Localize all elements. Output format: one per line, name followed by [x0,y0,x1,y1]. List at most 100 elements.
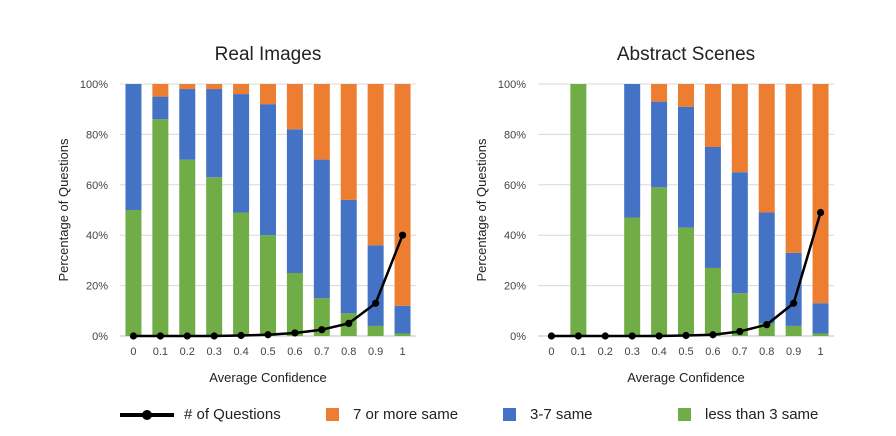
line-point [210,332,218,340]
line-point [183,332,191,340]
y-tick-label: 0% [510,331,526,343]
bar-3-7-same [206,89,223,178]
line-point [345,319,353,327]
bar-3-7-same [651,101,668,188]
bar-7-or-more-same [731,84,748,173]
legend-line-marker [120,409,174,420]
x-axis-title: Average Confidence [627,370,745,385]
bar-3-7-same [179,89,196,160]
y-tick-label: 80% [504,129,526,141]
x-tick-label: 0.9 [368,346,383,358]
x-tick-label: 0.7 [314,346,329,358]
bar-3-7-same [125,84,142,210]
line-point [264,331,272,339]
bar-less-than-3-same [233,212,250,336]
bar-3-7-same [812,303,829,334]
bar-3-7-same [367,245,384,326]
bar-7-or-more-same [260,84,276,105]
bar-3-7-same [785,252,802,326]
line-point [601,332,609,340]
y-tick-label: 20% [86,281,108,293]
y-axis-title: Percentage of Questions [474,138,489,282]
x-tick-label: 0.5 [260,346,275,358]
line-point [682,331,690,340]
x-tick-label: 0.2 [180,346,195,358]
bar-7-or-more-same [367,84,384,246]
x-tick-label: 1 [399,346,405,358]
line-point [763,321,771,329]
bar-less-than-3-same [260,235,276,336]
x-tick-label: 0.6 [287,346,302,358]
bar-7-or-more-same [206,84,223,90]
bar-less-than-3-same [704,267,721,336]
line-point [655,332,663,340]
bar-7-or-more-same [233,84,250,95]
bar-less-than-3-same [394,333,411,336]
y-tick-label: 80% [86,129,108,141]
x-tick-label: 0.1 [571,346,586,358]
x-tick-label: 0.4 [233,346,248,358]
y-tick-label: 100% [80,79,108,91]
bar-3-7-same [704,147,721,268]
legend-item-seven-plus: 7 or more same [326,406,458,423]
bar-less-than-3-same [286,273,303,336]
bar-7-or-more-same [152,84,169,97]
legend: # of Questions 7 or more same 3-7 same l… [0,402,896,432]
line-point [372,299,380,307]
x-tick-label: 0.4 [651,346,666,358]
y-tick-label: 100% [498,79,526,91]
legend-item-three-seven: 3-7 same [503,406,593,423]
bar-7-or-more-same [394,84,411,306]
bar-3-7-same [731,172,748,294]
line-point [790,299,798,307]
legend-swatch-green [678,408,691,421]
legend-label-seven-plus: 7 or more same [353,406,459,423]
y-tick-label: 20% [504,281,526,293]
bar-less-than-3-same [125,210,142,336]
y-tick-label: 60% [504,180,526,192]
bar-3-7-same [624,84,641,218]
line-point [574,332,582,340]
bar-7-or-more-same [704,84,721,147]
legend-swatch-orange [326,408,339,421]
bar-3-7-same [394,305,411,334]
line-point [129,332,138,340]
bar-3-7-same [313,159,330,299]
x-tick-label: 0.9 [786,346,801,358]
line-point [291,329,299,337]
bar-3-7-same [233,94,250,213]
line-point [736,327,744,336]
bar-less-than-3-same [812,333,829,336]
x-tick-label: 1 [817,346,823,358]
bar-less-than-3-same [678,227,694,336]
chart-title: Real Images [215,44,322,65]
legend-label-questions: # of Questions [184,406,281,423]
x-tick-label: 0.7 [732,346,747,358]
bar-less-than-3-same [313,298,330,336]
bar-less-than-3-same [651,187,668,336]
bar-3-7-same [758,212,775,324]
bar-3-7-same [678,106,694,228]
legend-item-less-three: less than 3 same [678,406,818,423]
line-point [318,326,326,334]
x-tick-label: 0 [548,346,554,358]
bar-7-or-more-same [179,84,196,90]
legend-swatch-blue [503,408,516,421]
line-point [816,208,825,217]
line-point [237,331,245,340]
bar-less-than-3-same [785,325,802,336]
legend-label-less-three: less than 3 same [705,406,819,423]
y-tick-label: 0% [92,331,108,343]
bar-7-or-more-same [678,84,694,107]
bar-less-than-3-same [179,159,196,336]
line-point [398,231,407,239]
x-tick-label: 0.8 [759,346,774,358]
x-tick-label: 0.5 [678,346,693,358]
legend-item-questions: # of Questions [118,406,281,423]
bar-7-or-more-same [812,84,829,304]
x-tick-label: 0.3 [625,346,640,358]
bar-3-7-same [340,199,357,314]
bar-7-or-more-same [651,84,668,102]
x-tick-label: 0 [130,346,136,358]
bar-less-than-3-same [570,84,587,336]
